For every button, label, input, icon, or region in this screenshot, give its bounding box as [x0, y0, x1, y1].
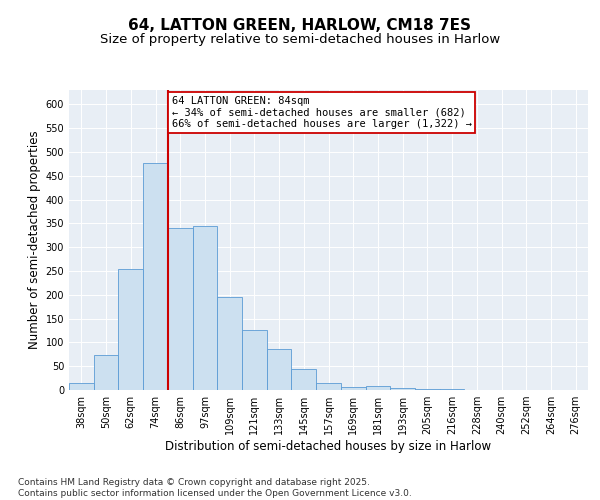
Bar	[440, 389, 464, 390]
Bar	[118, 268, 143, 390]
Bar	[341, 386, 365, 390]
Bar	[168, 228, 193, 390]
Bar	[217, 296, 242, 390]
Bar	[69, 383, 94, 390]
Bar	[292, 368, 316, 390]
Bar	[316, 383, 341, 390]
Y-axis label: Number of semi-detached properties: Number of semi-detached properties	[28, 130, 41, 350]
Bar	[143, 163, 168, 390]
Text: 64, LATTON GREEN, HARLOW, CM18 7ES: 64, LATTON GREEN, HARLOW, CM18 7ES	[128, 18, 472, 32]
Text: 64 LATTON GREEN: 84sqm
← 34% of semi-detached houses are smaller (682)
66% of se: 64 LATTON GREEN: 84sqm ← 34% of semi-det…	[172, 96, 472, 129]
Bar	[242, 330, 267, 390]
Text: Contains HM Land Registry data © Crown copyright and database right 2025.
Contai: Contains HM Land Registry data © Crown c…	[18, 478, 412, 498]
Bar	[94, 355, 118, 390]
Bar	[365, 386, 390, 390]
Bar	[415, 388, 440, 390]
Bar	[193, 226, 217, 390]
Text: Size of property relative to semi-detached houses in Harlow: Size of property relative to semi-detach…	[100, 32, 500, 46]
Bar	[390, 388, 415, 390]
X-axis label: Distribution of semi-detached houses by size in Harlow: Distribution of semi-detached houses by …	[166, 440, 491, 453]
Bar	[267, 348, 292, 390]
